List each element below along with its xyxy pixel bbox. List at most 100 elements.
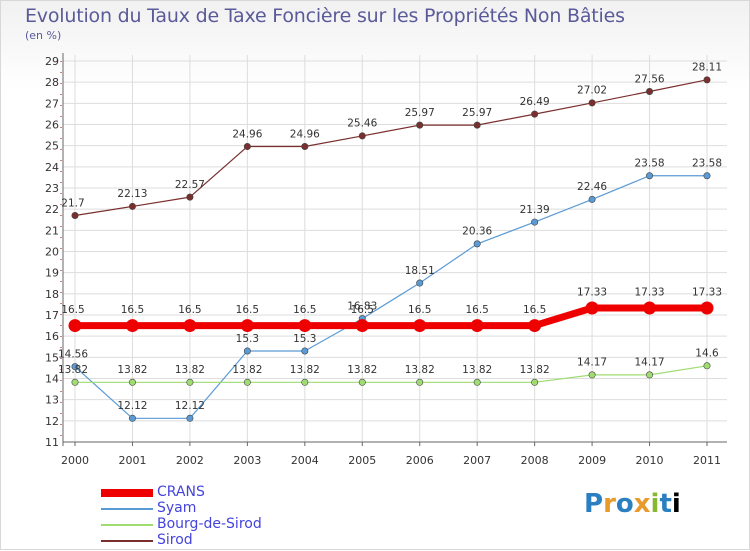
data-label: 13.82 xyxy=(347,364,377,376)
y-tick-label: 29 xyxy=(45,55,59,68)
data-label: 22.13 xyxy=(117,188,147,200)
data-point xyxy=(643,301,657,315)
data-point xyxy=(531,110,539,118)
data-label: 14.6 xyxy=(695,348,719,360)
data-point xyxy=(186,414,194,422)
data-point xyxy=(588,195,596,203)
data-label: 21.39 xyxy=(520,204,550,216)
data-label: 24.96 xyxy=(232,128,262,140)
data-label: 12.12 xyxy=(117,400,147,412)
data-point xyxy=(128,202,136,210)
y-tick-label: 18 xyxy=(45,288,59,301)
data-point xyxy=(301,347,309,355)
data-point xyxy=(298,319,312,333)
y-tick-label: 16 xyxy=(45,330,59,343)
data-point xyxy=(71,378,79,386)
data-label: 20.36 xyxy=(462,226,492,238)
y-tick-label: 14 xyxy=(45,373,59,386)
legend-item-syam: Syam xyxy=(101,500,321,517)
series-line-syam xyxy=(74,175,707,419)
x-tick-label: 2003 xyxy=(233,454,261,467)
legend-label: Sirod xyxy=(157,532,193,548)
data-label: 17.33 xyxy=(635,287,665,299)
data-label: 13.82 xyxy=(175,364,205,376)
y-tick-label: 21 xyxy=(45,224,59,237)
legend-swatch xyxy=(101,524,153,526)
logo-letter: i xyxy=(671,489,681,519)
data-label: 25.46 xyxy=(347,118,377,130)
data-point xyxy=(646,172,654,180)
logo-letter: x xyxy=(633,489,651,519)
data-point xyxy=(68,319,82,333)
data-point xyxy=(528,319,542,333)
y-tick-label: 20 xyxy=(45,246,59,259)
data-point xyxy=(358,132,366,140)
y-tick-label: 22 xyxy=(45,203,59,216)
data-label: 23.58 xyxy=(635,158,665,170)
y-tick-label: 11 xyxy=(45,436,59,449)
x-tick-label: 2001 xyxy=(118,454,146,467)
data-point xyxy=(301,143,309,151)
x-tick-label: 2007 xyxy=(463,454,491,467)
y-tick-label: 28 xyxy=(45,76,59,89)
data-point xyxy=(413,319,427,333)
y-tick-label: 27 xyxy=(45,97,59,110)
data-point xyxy=(470,319,484,333)
data-point xyxy=(473,121,481,129)
data-label: 18.51 xyxy=(405,265,435,277)
x-tick-label: 2002 xyxy=(176,454,204,467)
chart-legend: CRANS Syam Bourg-de-Sirod Sirod xyxy=(101,484,321,549)
logo-letter: t xyxy=(659,489,672,519)
data-point xyxy=(240,319,254,333)
data-point xyxy=(128,378,136,386)
x-tick-label: 2005 xyxy=(348,454,376,467)
series-line-crans xyxy=(75,304,707,330)
chart-title: Evolution du Taux de Taxe Foncière sur l… xyxy=(25,5,625,27)
data-label: 16.5 xyxy=(121,304,144,316)
y-tick-label: 17 xyxy=(45,309,59,322)
legend-label: Syam xyxy=(157,500,197,516)
data-label: 14.17 xyxy=(577,357,607,369)
series-line-bourg-de-sirod xyxy=(75,365,708,383)
legend-swatch xyxy=(101,540,153,542)
data-point xyxy=(646,371,654,379)
data-point xyxy=(71,212,79,220)
data-point xyxy=(703,76,711,84)
data-point xyxy=(703,362,711,370)
data-label: 16.5 xyxy=(293,304,316,316)
data-label: 13.82 xyxy=(232,364,262,376)
legend-swatch xyxy=(101,508,153,510)
data-label: 25.97 xyxy=(462,107,492,119)
data-point xyxy=(243,143,251,151)
logo-letter: r xyxy=(603,489,616,519)
data-label: 13.82 xyxy=(462,364,492,376)
data-label: 13.82 xyxy=(290,364,320,376)
data-point xyxy=(531,378,539,386)
data-label: 14.17 xyxy=(635,357,665,369)
data-label: 16.5 xyxy=(523,304,546,316)
data-label: 13.82 xyxy=(117,364,147,376)
data-point xyxy=(473,240,481,248)
data-point xyxy=(243,378,251,386)
chart-unit-label: (en %) xyxy=(25,29,62,42)
data-point xyxy=(301,378,309,386)
x-tick-label: 2011 xyxy=(693,454,721,467)
legend-item-sirod: Sirod xyxy=(101,532,321,549)
data-point xyxy=(700,301,714,315)
data-point xyxy=(416,279,424,287)
data-point xyxy=(703,172,711,180)
y-tick-label: 15 xyxy=(45,351,59,364)
legend-label: Bourg-de-Sirod xyxy=(157,516,262,532)
data-point xyxy=(531,218,539,226)
y-tick-label: 13 xyxy=(45,394,59,407)
series-line-sirod xyxy=(74,79,708,217)
y-tick-label: 25 xyxy=(45,140,59,153)
x-tick-label: 2009 xyxy=(578,454,606,467)
x-tick-label: 2000 xyxy=(61,454,89,467)
data-point xyxy=(416,378,424,386)
data-label: 16.83 xyxy=(347,300,377,312)
y-tick-label: 19 xyxy=(45,267,59,280)
data-point xyxy=(585,301,599,315)
